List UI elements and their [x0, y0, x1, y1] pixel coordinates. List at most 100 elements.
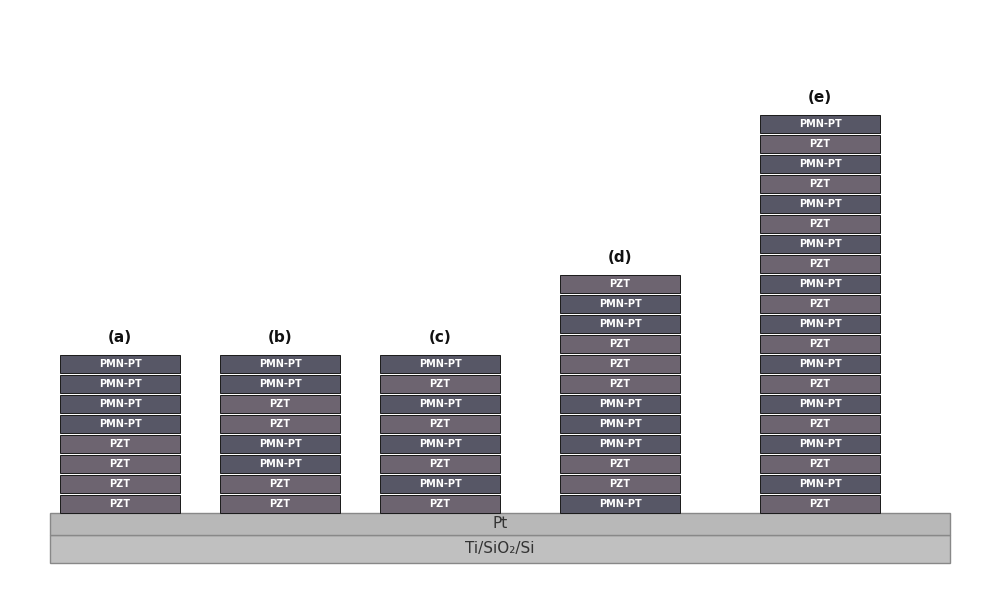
Bar [60, 375, 180, 393]
Bar [60, 395, 180, 413]
Text: PZT: PZT [110, 479, 130, 489]
Text: PMN-PT: PMN-PT [799, 359, 841, 369]
Text: (d): (d) [608, 250, 632, 265]
Bar [760, 175, 880, 193]
Bar [380, 375, 500, 393]
Text: PZT: PZT [810, 459, 830, 469]
Text: PMN-PT: PMN-PT [259, 359, 301, 369]
Text: PZT: PZT [270, 399, 290, 409]
Text: PMN-PT: PMN-PT [799, 239, 841, 249]
Text: PZT: PZT [810, 139, 830, 149]
Text: Pt: Pt [492, 517, 508, 531]
Bar [760, 415, 880, 433]
Bar [760, 295, 880, 313]
Text: PZT: PZT [430, 499, 450, 509]
Text: PMN-PT: PMN-PT [419, 399, 461, 409]
Text: PZT: PZT [270, 499, 290, 509]
Text: (a): (a) [108, 330, 132, 345]
Text: PMN-PT: PMN-PT [799, 199, 841, 209]
Text: PMN-PT: PMN-PT [599, 499, 641, 509]
Text: PMN-PT: PMN-PT [99, 419, 141, 429]
Text: PMN-PT: PMN-PT [599, 399, 641, 409]
Bar [760, 255, 880, 273]
Text: PMN-PT: PMN-PT [599, 439, 641, 449]
Text: PZT: PZT [810, 419, 830, 429]
Bar [760, 155, 880, 173]
Bar [760, 115, 880, 133]
Bar [560, 375, 680, 393]
Bar [760, 355, 880, 373]
Bar [760, 435, 880, 453]
Bar [60, 495, 180, 513]
Text: PZT: PZT [810, 179, 830, 189]
Text: PMN-PT: PMN-PT [419, 439, 461, 449]
Bar [220, 475, 340, 493]
Text: PMN-PT: PMN-PT [799, 399, 841, 409]
Text: PMN-PT: PMN-PT [799, 279, 841, 289]
Text: PMN-PT: PMN-PT [419, 359, 461, 369]
Text: PZT: PZT [810, 259, 830, 269]
Text: PZT: PZT [270, 419, 290, 429]
Text: PMN-PT: PMN-PT [99, 359, 141, 369]
Bar [560, 455, 680, 473]
Text: PZT: PZT [430, 459, 450, 469]
Text: PMN-PT: PMN-PT [419, 479, 461, 489]
Bar [760, 275, 880, 293]
Text: PMN-PT: PMN-PT [599, 319, 641, 329]
Text: PMN-PT: PMN-PT [799, 479, 841, 489]
Bar [760, 375, 880, 393]
Text: PZT: PZT [270, 479, 290, 489]
Bar [220, 395, 340, 413]
Text: PZT: PZT [610, 359, 631, 369]
Text: PZT: PZT [430, 379, 450, 389]
Text: (c): (c) [429, 330, 451, 345]
Bar [760, 335, 880, 353]
Bar [560, 355, 680, 373]
Bar [760, 135, 880, 153]
Bar [560, 415, 680, 433]
Bar [760, 475, 880, 493]
Text: PZT: PZT [610, 479, 631, 489]
Text: PMN-PT: PMN-PT [99, 399, 141, 409]
Bar [380, 475, 500, 493]
Text: PMN-PT: PMN-PT [599, 299, 641, 309]
Text: PZT: PZT [110, 439, 130, 449]
Bar [760, 455, 880, 473]
Text: PZT: PZT [430, 419, 450, 429]
Bar [560, 335, 680, 353]
Text: PMN-PT: PMN-PT [799, 319, 841, 329]
Text: PMN-PT: PMN-PT [259, 379, 301, 389]
Bar [760, 315, 880, 333]
Text: PZT: PZT [810, 379, 830, 389]
Bar [380, 435, 500, 453]
Bar [560, 395, 680, 413]
Bar [220, 495, 340, 513]
Bar [560, 315, 680, 333]
Bar [560, 275, 680, 293]
Text: PZT: PZT [610, 459, 631, 469]
Bar [60, 475, 180, 493]
Text: (e): (e) [808, 90, 832, 105]
Text: PZT: PZT [810, 219, 830, 229]
Text: PZT: PZT [810, 299, 830, 309]
Bar [760, 235, 880, 253]
Text: PZT: PZT [810, 499, 830, 509]
Text: PMN-PT: PMN-PT [259, 439, 301, 449]
Bar [560, 475, 680, 493]
Bar [60, 415, 180, 433]
Bar [380, 455, 500, 473]
Bar [760, 495, 880, 513]
Bar [560, 495, 680, 513]
Bar [760, 395, 880, 413]
Bar [220, 435, 340, 453]
Text: PMN-PT: PMN-PT [259, 459, 301, 469]
Text: PZT: PZT [610, 379, 631, 389]
Text: PMN-PT: PMN-PT [799, 159, 841, 169]
Bar [560, 435, 680, 453]
Text: PZT: PZT [110, 459, 130, 469]
Bar [380, 395, 500, 413]
Text: PMN-PT: PMN-PT [799, 439, 841, 449]
Text: PZT: PZT [110, 499, 130, 509]
Bar [760, 215, 880, 233]
Text: PZT: PZT [610, 279, 631, 289]
